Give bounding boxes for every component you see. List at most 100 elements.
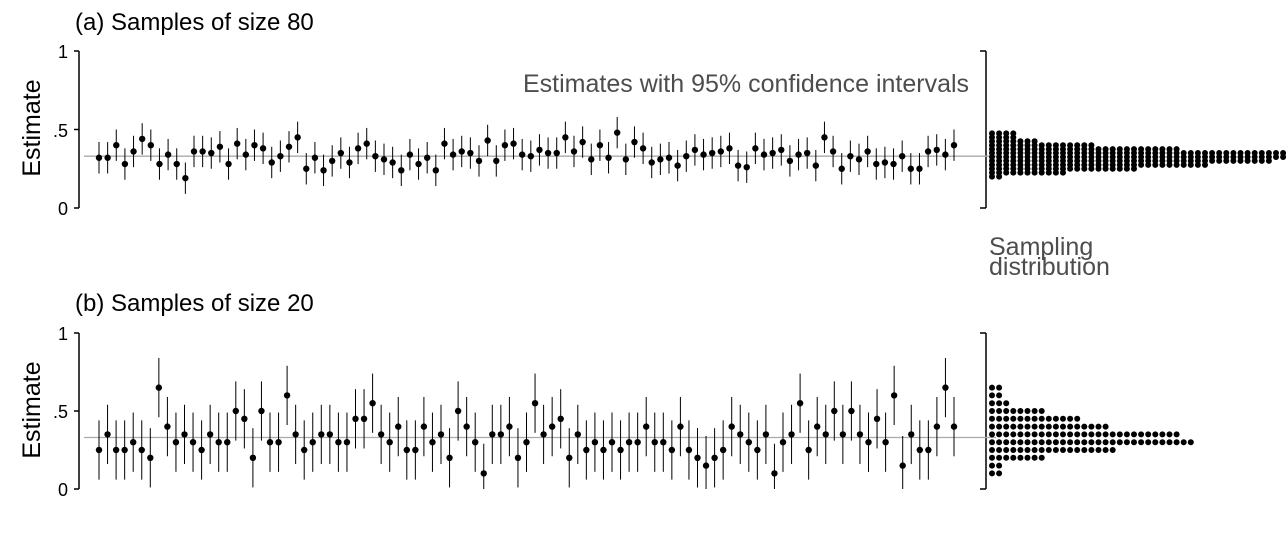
panel-b-dist-dot-6-10 <box>1060 423 1066 430</box>
ci-annotation: Estimates with 95% confidence intervals <box>523 70 969 98</box>
panel-a-estimate-58 <box>596 142 604 149</box>
panel-b-dist-dot-5-17 <box>1109 431 1116 438</box>
panel-b-dist-dot-6-2 <box>1003 423 1010 430</box>
panel-b-estimate-25 <box>309 439 316 446</box>
panel-b-dist-dot-7-0 <box>989 415 995 422</box>
panel-b-dist-dot-3-5 <box>1024 447 1031 453</box>
panel-a-estimate-31 <box>363 140 370 147</box>
panel-b-dist-dot-2-4 <box>1017 454 1024 461</box>
panel-b-dist-dot-4-3 <box>1010 439 1017 446</box>
panel-b-dist-dot-6-11 <box>1067 423 1074 430</box>
panel-a-estimate-71 <box>708 149 716 157</box>
panel-a-title: (a) Samples of size 80 <box>75 9 314 36</box>
panel-b-dist-dot-5-24 <box>1159 431 1166 438</box>
panel-b-estimate-48 <box>506 423 513 430</box>
panel-b-dist-dot-5-9 <box>1052 431 1059 438</box>
panel-a-dist-dot-7-16 <box>1102 146 1109 153</box>
panel-b-estimate-10 <box>181 431 188 438</box>
panel-b-dist-dot-7-12 <box>1074 415 1081 422</box>
panel-b-dist-dot-4-7 <box>1038 439 1045 446</box>
panel-b-estimate-83 <box>805 446 812 454</box>
panel-a-dist-dot-8-12 <box>1074 142 1081 149</box>
panel-a-estimate-13 <box>208 149 215 157</box>
panel-a-estimate-77 <box>760 151 768 158</box>
panel-a-estimate-41 <box>449 151 457 158</box>
panel-b-dist-dot-4-11 <box>1067 439 1074 446</box>
panel-b-dist-dot-3-6 <box>1031 447 1038 453</box>
panel-a-estimate-15 <box>225 160 232 168</box>
panel-a-estimate-73 <box>726 145 733 152</box>
panel-b-dist-dot-5-21 <box>1138 431 1145 438</box>
panel-b-estimate-52 <box>540 431 547 438</box>
panel-a-estimate-5 <box>138 135 146 143</box>
panel-a-dist-dot-6-29 <box>1194 150 1201 157</box>
panel-a-dist-dot-7-21 <box>1138 146 1145 153</box>
panel-b-dist-dot-5-8 <box>1045 431 1052 438</box>
panel-b-dist-dot-4-5 <box>1024 439 1031 446</box>
panel-b-dist-dot-5-1 <box>996 431 1003 438</box>
panel-a-estimate-6 <box>147 142 155 149</box>
panel-b-estimate-28 <box>335 439 342 446</box>
panel-b-dist-dot-3-11 <box>1067 447 1074 453</box>
panel-a-estimate-86 <box>838 165 845 172</box>
panel-b-dist-dot-10-0 <box>989 392 995 399</box>
panel-a-estimate-93 <box>898 152 906 160</box>
panel-b-dist-dot-7-3 <box>1010 415 1017 422</box>
panel-b-dist-dot-8-7 <box>1038 408 1045 414</box>
panel-b-estimate-61 <box>617 446 624 454</box>
panel-b-dist-dot-7-1 <box>996 415 1003 422</box>
panel-a-estimate-40 <box>441 140 448 147</box>
panel-b-dist-dot-6-15 <box>1095 423 1102 430</box>
panel-b-estimate-41 <box>446 454 453 461</box>
panel-b-dist-dot-3-7 <box>1038 447 1045 453</box>
panel-a-estimate-49 <box>518 151 526 158</box>
panel-a-estimate-20 <box>268 159 275 166</box>
panel-b-dist-dot-3-13 <box>1081 447 1088 453</box>
panel-b-dist-dot-6-6 <box>1031 423 1038 430</box>
panel-b-estimate-56 <box>574 431 581 438</box>
panel-a-dist-dot-8-10 <box>1060 142 1066 149</box>
panel-a-dist-dot-6-28 <box>1187 150 1194 157</box>
panel-b-dist-dot-4-14 <box>1088 439 1095 446</box>
panel-b-dist-dot-9-0 <box>989 400 995 407</box>
panel-a-dist-dot-7-20 <box>1131 146 1137 153</box>
panel-b-dist-dot-4-16 <box>1102 439 1109 446</box>
panel-b-dist-dot-4-26 <box>1173 439 1180 446</box>
panel-b-dist-dot-8-2 <box>1003 408 1010 414</box>
panel-a-estimate-68 <box>683 152 690 160</box>
panel-a-dist-dot-6-35 <box>1237 150 1244 157</box>
panel-a-estimate-98 <box>942 151 949 158</box>
panel-b-estimate-93 <box>890 392 898 399</box>
panel-a-estimate-43 <box>467 149 474 157</box>
panel-b-dist-dot-7-6 <box>1031 415 1038 422</box>
panel-a-dist-dot-7-15 <box>1095 146 1102 153</box>
panel-b-estimate-35 <box>395 423 402 430</box>
panel-b-dist-dot-8-4 <box>1017 408 1024 414</box>
panel-a-estimate-26 <box>320 167 327 174</box>
panel-b-dist-dot-5-20 <box>1131 431 1137 438</box>
panel-b-dist-dot-3-8 <box>1045 447 1052 453</box>
panel-b-dist-dot-3-2 <box>1003 447 1010 453</box>
panel-a-estimate-7 <box>156 160 163 168</box>
panel-b-estimate-46 <box>489 431 496 438</box>
panel-a-estimate-42 <box>458 148 465 155</box>
panel-b-dist-dot-5-16 <box>1102 431 1109 438</box>
panel-a-estimate-69 <box>691 146 699 154</box>
panel-b-dist-dot-4-19 <box>1123 439 1130 446</box>
panel-b-marks <box>74 332 1194 490</box>
panel-b-dist-dot-5-2 <box>1003 431 1010 438</box>
panel-a-estimate-4 <box>130 148 137 155</box>
panel-a-estimate-87 <box>847 152 854 160</box>
panel-b-dist-dot-3-15 <box>1095 447 1102 453</box>
panel-b-dist-dot-3-14 <box>1088 447 1095 453</box>
panel-b-ylabel: Estimate <box>18 361 46 458</box>
panel-b-dist-dot-9-2 <box>1003 400 1010 407</box>
panel-a-marks <box>74 50 1286 209</box>
panel-a: (a) Samples of size 80 Estimate 0 .5 1 E… <box>18 9 1286 219</box>
panel-b-dist-dot-5-12 <box>1074 431 1081 438</box>
panel-a-estimate-37 <box>415 160 422 168</box>
panel-b-estimate-12 <box>198 446 205 454</box>
panel-a-estimate-99 <box>950 142 958 149</box>
panel-a-estimate-12 <box>199 148 206 155</box>
